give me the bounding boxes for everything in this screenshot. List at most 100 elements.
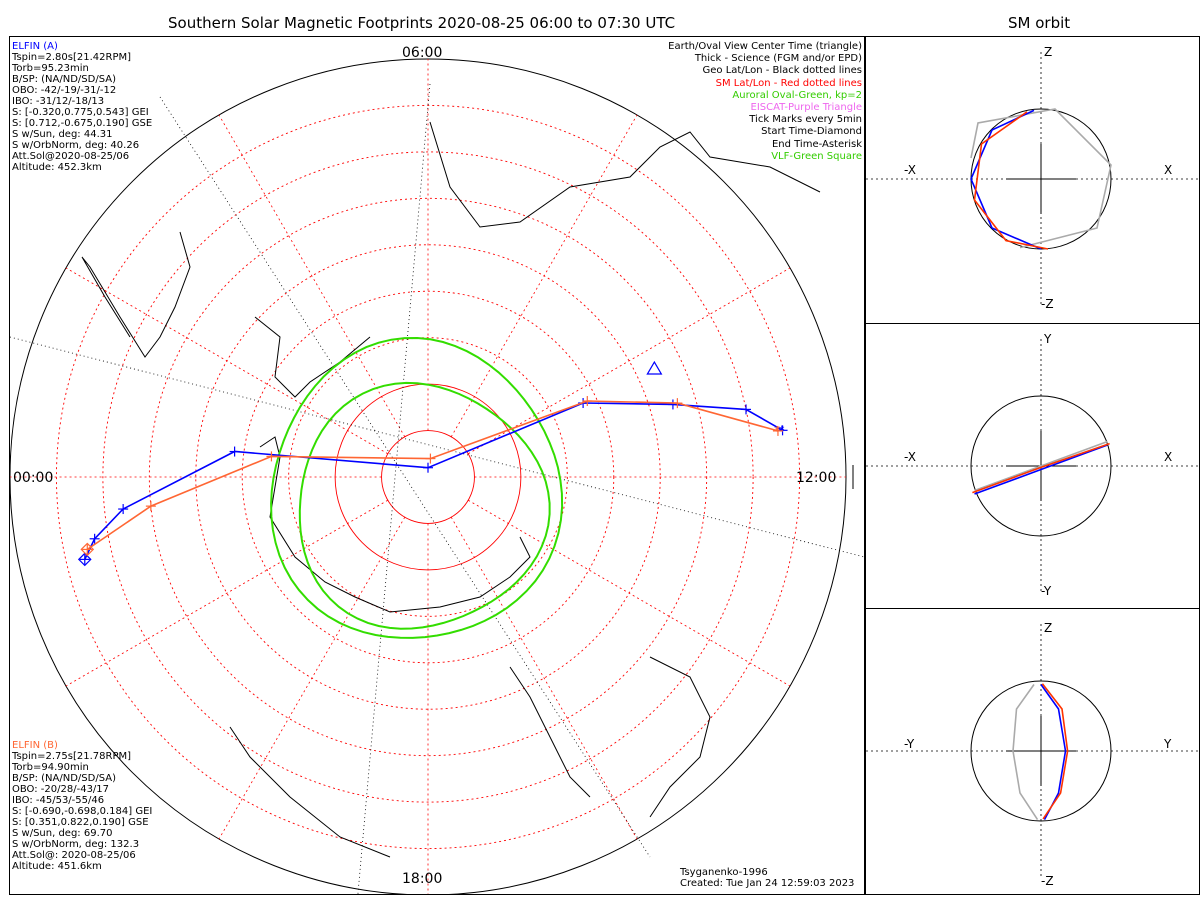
sm-lon-line	[218, 517, 406, 840]
elfin-b-line: S: [-0.690,-0.698,0.184] GEI	[12, 806, 153, 817]
orbit-track	[972, 442, 1110, 494]
orbit-track	[974, 440, 1108, 492]
sm-lon-line	[65, 267, 388, 455]
sm-lat-ring	[148, 197, 708, 757]
elfin-b-line: S w/OrbNorm, deg: 132.3	[12, 839, 140, 850]
sm-lat-ring	[55, 104, 801, 850]
legend-item: Auroral Oval-Green, kp=2	[732, 89, 862, 101]
start-diamond	[77, 552, 92, 567]
sm-lon-line	[468, 499, 791, 687]
axis-label-left: -X	[904, 450, 916, 464]
elfin-a-line: Att.Sol@2020-08-25/06	[12, 151, 130, 162]
coastline	[429, 121, 821, 228]
elfin-a-line: Torb=95.23min	[12, 63, 89, 74]
elfin-a-line: S w/OrbNorm, deg: 40.26	[12, 140, 140, 151]
elfin-a-line: IBO: -31/12/-18/13	[12, 96, 105, 107]
elfin-a-line: B/SP: (NA/ND/SD/SA)	[12, 74, 116, 85]
axis-label-right: X	[1164, 450, 1173, 464]
axis-label-right: Y	[1164, 737, 1172, 751]
coastline	[229, 726, 391, 858]
legend-item: Geo Lat/Lon - Black dotted lines	[702, 65, 862, 77]
axis-label-bottom: -Z	[1041, 874, 1054, 888]
geo-lon-line	[159, 96, 651, 858]
view-center-triangle	[646, 360, 663, 375]
mlt-label-left: 00:00	[13, 470, 54, 486]
sm-lon-line	[65, 499, 388, 687]
elfin-a-line: OBO: -42/-19/-31/-12	[12, 85, 117, 96]
elfin-b-line: Altitude: 451.6km	[12, 861, 102, 872]
orbit-panel-yz: Z -Z -Y Y	[865, 608, 1200, 895]
auroral-oval-outer	[270, 336, 564, 639]
elfin-b-line: Att.Sol@: 2020-08-25/06	[12, 850, 136, 861]
orbit-track	[974, 444, 1108, 495]
axis-label-bottom: -Y	[1041, 584, 1052, 598]
coastline	[509, 666, 591, 798]
axis-label-bottom: -Z	[1041, 297, 1054, 311]
coastline	[649, 656, 711, 818]
footprint-map: **	[10, 58, 864, 894]
orbit-panel-xy: Y -Y -X X	[865, 323, 1200, 610]
axis-label-left: -X	[904, 163, 916, 177]
axis-label-right: X	[1164, 163, 1173, 177]
elfin-b-line: Tspin=2.75s[21.78RPM]	[12, 751, 132, 762]
elfin-a-line: Altitude: 452.3km	[12, 162, 102, 173]
footprint-map-panel: * * 06:00 00:00 12:00 18:00 ELFIN (A) Tsp…	[9, 36, 865, 895]
elfin-a-line: Tspin=2.80s[21.42RPM]	[12, 52, 132, 63]
elfin-b-line: B/SP: (NA/ND/SD/SA)	[12, 773, 116, 784]
orbit-plot-xy	[866, 339, 1199, 594]
end-asterisk: *	[779, 423, 785, 437]
legend-item: SM Lat/Lon - Red dotted lines	[715, 77, 862, 89]
sm-lon-line	[218, 114, 406, 437]
orbit-title: SM orbit	[1008, 14, 1071, 32]
elfin-a-name: ELFIN (A)	[12, 41, 58, 52]
orbit-track	[970, 108, 1112, 249]
legend-item: Start Time-Diamond	[761, 126, 862, 138]
end-asterisk: *	[774, 424, 780, 438]
footprint-track	[86, 400, 779, 551]
elfin-b-line: OBO: -20/28/-43/17	[12, 784, 110, 795]
map-legend: Earth/Oval View Center Time (triangle) T…	[668, 41, 862, 163]
elfin-b-line: S w/Sun, deg: 69.70	[12, 828, 113, 839]
elfin-b-name: ELFIN (B)	[12, 740, 58, 751]
orbit-track	[970, 109, 1042, 250]
coastline	[81, 231, 191, 358]
elfin-a-line: S: [-0.320,0.775,0.543] GEI	[12, 107, 149, 118]
sm-lat-ring	[241, 290, 615, 664]
legend-item: EISCAT-Purple Triangle	[750, 102, 863, 114]
footprint-track	[84, 402, 783, 560]
legend-item: VLF-Green Square	[771, 150, 862, 162]
main-title: Southern Solar Magnetic Footprints 2020-…	[168, 14, 676, 32]
coastline	[254, 316, 371, 398]
model-name: Tsyganenko-1996	[680, 867, 768, 878]
axis-label-top: Y	[1044, 332, 1052, 346]
mlt-label-top: 06:00	[402, 45, 443, 61]
sm-lon-line	[450, 517, 638, 840]
coastline	[259, 436, 531, 613]
orbit-track	[1041, 683, 1069, 820]
orbit-plot-xz	[866, 52, 1199, 307]
elfin-a-info: ELFIN (A) Tspin=2.80s[21.42RPM] Torb=95.…	[12, 41, 152, 173]
axis-label-left: -Y	[904, 737, 915, 751]
elfin-b-info: ELFIN (B) Tspin=2.75s[21.78RPM] Torb=94.…	[12, 740, 152, 872]
earth-circle	[970, 680, 1112, 822]
orbit-track	[973, 111, 1049, 250]
orbit-panel-xz: Z -Z -X X	[865, 36, 1200, 325]
sm-lat-ring	[288, 337, 568, 617]
mlt-label-right: 12:00	[796, 470, 837, 486]
sm-lat-ring	[334, 383, 522, 571]
elfin-a-line: S: [0.712,-0.675,0.190] GSE	[12, 118, 153, 129]
sm-lat-ring	[102, 151, 754, 803]
legend-item: Tick Marks every 5min	[749, 114, 862, 126]
auroral-oval-inner	[298, 381, 551, 630]
created-time: Created: Tue Jan 24 12:59:03 2023	[680, 878, 855, 889]
sm-lon-line	[468, 267, 791, 455]
mlt-label-bottom: 18:00	[402, 871, 443, 887]
earth-circle	[970, 395, 1112, 537]
elfin-a-line: S w/Sun, deg: 44.31	[12, 129, 113, 140]
legend-item: Thick - Science (FGM and/or EPD)	[694, 53, 862, 65]
orbit-track	[1040, 684, 1067, 820]
axis-label-top: Z	[1044, 621, 1053, 635]
axis-label-top: Z	[1044, 45, 1053, 59]
elfin-b-line: Torb=94.90min	[12, 762, 89, 773]
legend-item: Earth/Oval View Center Time (triangle)	[668, 41, 862, 52]
